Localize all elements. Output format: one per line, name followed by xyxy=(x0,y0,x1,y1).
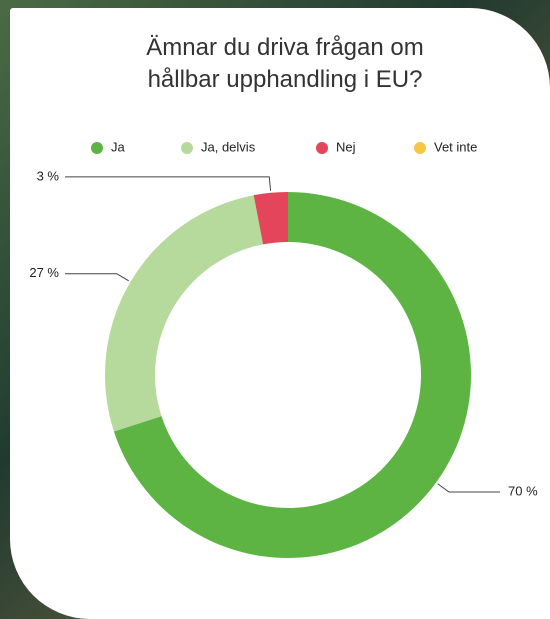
legend-swatch xyxy=(414,142,426,154)
legend-label: Vet inte xyxy=(434,139,477,154)
data-label: 70 % xyxy=(508,483,538,498)
legend-label: Ja, delvis xyxy=(201,139,256,154)
data-label: 3 % xyxy=(37,168,60,183)
legend-label: Ja xyxy=(111,139,126,154)
chart-title: Ämnar du driva frågan om hållbar upphand… xyxy=(110,32,460,96)
data-label: 27 % xyxy=(29,265,59,280)
legend-swatch xyxy=(316,142,328,154)
legend-label: Nej xyxy=(336,139,356,154)
page: Ja Ja, delvis Nej Vet inte 70 % 27 % 3 % Ämnar… xyxy=(0,0,550,619)
legend-swatch xyxy=(91,142,103,154)
legend-swatch xyxy=(181,142,193,154)
